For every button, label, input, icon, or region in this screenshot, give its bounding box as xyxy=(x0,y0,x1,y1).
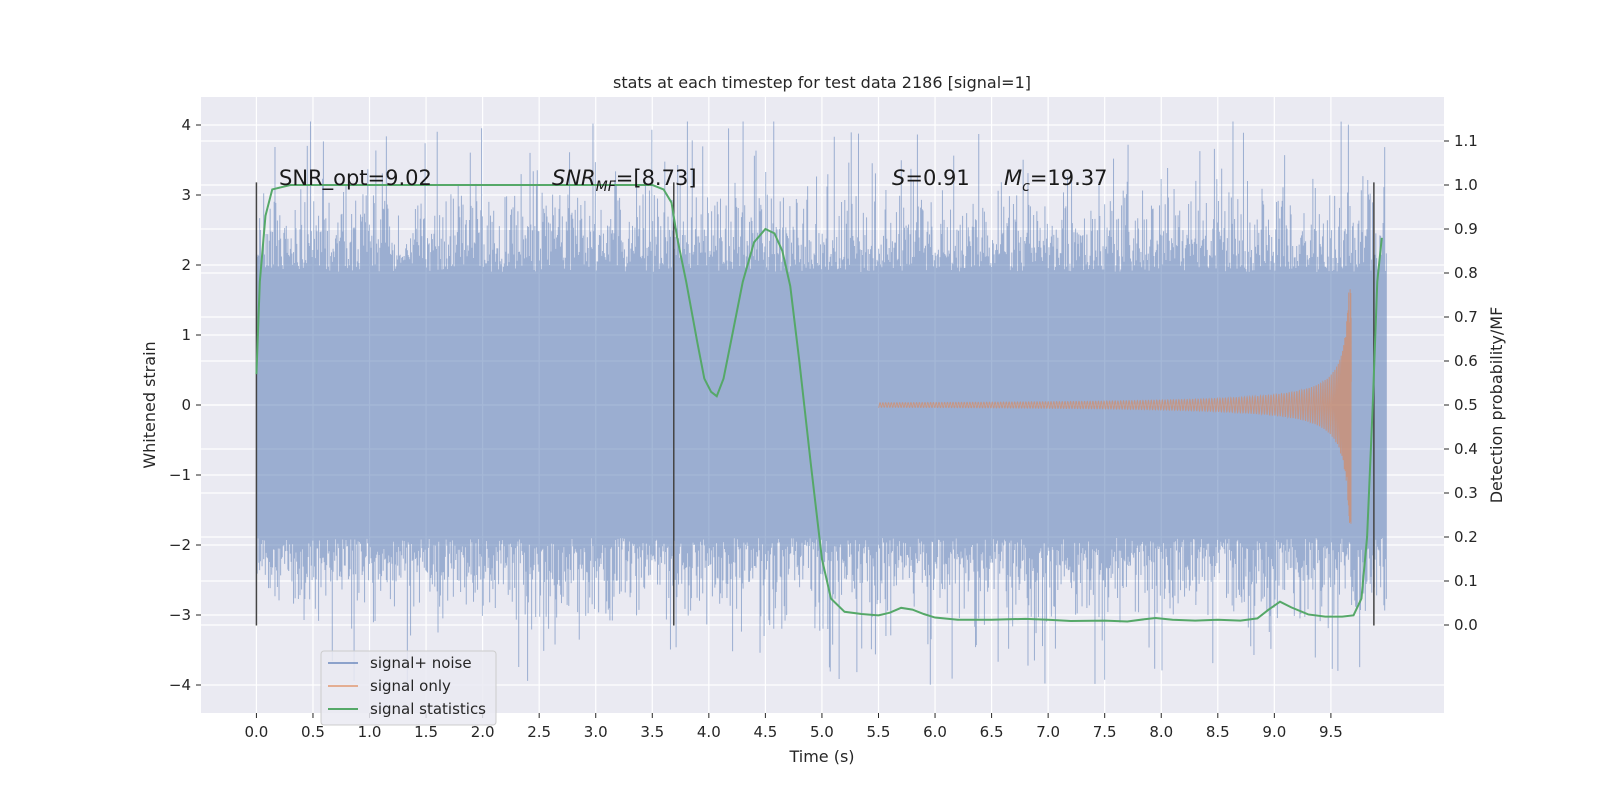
y2-tick-label: 0.6 xyxy=(1454,352,1478,370)
chart-title: stats at each timestep for test data 218… xyxy=(613,73,1031,92)
annotation-mc-main: M xyxy=(1004,166,1022,190)
annotation-s-value: =0.91 xyxy=(905,166,969,190)
legend: signal+ noise signal only signal statist… xyxy=(320,650,497,726)
x-tick-label: 8.0 xyxy=(1149,723,1173,741)
y2-tick-label: 0.3 xyxy=(1454,484,1478,502)
y2-tick-label: 1.0 xyxy=(1454,176,1478,194)
y-axis-left-ticks: 4 3 2 1 0 −1 −2 −3 −4 xyxy=(169,116,201,694)
y2-tick-label: 0.9 xyxy=(1454,220,1478,238)
y-axis-right-label: Detection probability/MF xyxy=(1487,307,1506,504)
x-tick-label: 0.5 xyxy=(301,723,325,741)
y2-tick-label: 1.1 xyxy=(1454,132,1478,150)
x-tick-label: 4.0 xyxy=(697,723,721,741)
vertical-markers xyxy=(255,182,1375,626)
legend-label-signal-noise: signal+ noise xyxy=(370,654,472,672)
y-axis-right-ticks: 1.1 1.0 0.9 0.8 0.7 0.6 0.5 0.4 0.3 0.2 0.1 0.0 xyxy=(1444,132,1478,634)
x-tick-label: 6.5 xyxy=(980,723,1004,741)
y-tick-label: 2 xyxy=(181,256,191,274)
x-tick-label: 8.5 xyxy=(1206,723,1230,741)
x-tick-label: 9.0 xyxy=(1262,723,1286,741)
y-tick-label: 3 xyxy=(181,186,191,204)
x-tick-label: 1.0 xyxy=(358,723,382,741)
y-tick-label: 1 xyxy=(181,326,191,344)
y2-tick-label: 0.4 xyxy=(1454,440,1478,458)
legend-label-signal-only: signal only xyxy=(370,677,451,695)
x-tick-label: 4.5 xyxy=(753,723,777,741)
x-tick-label: 7.0 xyxy=(1036,723,1060,741)
annotation-mc-value: =19.37 xyxy=(1030,166,1108,190)
annotation-snr-mf: SNRMF=[8.73] xyxy=(552,166,697,195)
annotation-snr-mf-value: =[8.73] xyxy=(616,166,697,190)
x-tick-label: 6.0 xyxy=(923,723,947,741)
series-signal-statistics xyxy=(255,184,1383,623)
x-axis-label: Time (s) xyxy=(788,747,854,766)
y-tick-label: −4 xyxy=(169,676,191,694)
x-tick-label: 9.5 xyxy=(1319,723,1343,741)
legend-box xyxy=(320,650,497,726)
x-tick-label: 3.0 xyxy=(584,723,608,741)
y-tick-label: 0 xyxy=(181,396,191,414)
annotation-snr-opt: SNR_opt=9.02 xyxy=(279,166,432,191)
x-tick-label: 5.5 xyxy=(867,723,891,741)
x-tick-label: 1.5 xyxy=(414,723,438,741)
x-tick-label: 2.5 xyxy=(527,723,551,741)
annotation-mc: Mc=19.37 xyxy=(1004,166,1108,195)
x-tick-label: 5.0 xyxy=(810,723,834,741)
y-tick-label: −3 xyxy=(169,606,191,624)
x-tick-label: 0.0 xyxy=(244,723,268,741)
y2-tick-label: 0.7 xyxy=(1454,308,1478,326)
x-tick-label: 7.5 xyxy=(1093,723,1117,741)
y-axis-left-label: Whitened strain xyxy=(140,341,159,468)
y2-tick-label: 0.8 xyxy=(1454,264,1478,282)
x-tick-label: 3.5 xyxy=(640,723,664,741)
y-tick-label: −2 xyxy=(169,536,191,554)
annotation-mc-sub: c xyxy=(1022,179,1030,195)
annotation-snr-mf-main: SNR xyxy=(552,166,596,190)
annotation-s-main: S xyxy=(892,166,905,190)
series-layer xyxy=(255,121,1387,685)
y2-tick-label: 0.5 xyxy=(1454,396,1478,414)
annotation-s: S=0.91 xyxy=(892,166,970,190)
y2-tick-label: 0.1 xyxy=(1454,572,1478,590)
series-signal-only xyxy=(878,289,1352,524)
y-tick-label: −1 xyxy=(169,466,191,484)
y2-tick-label: 0.0 xyxy=(1454,616,1478,634)
y2-tick-label: 0.2 xyxy=(1454,528,1478,546)
x-axis-ticks: 0.0 0.5 1.0 1.5 2.0 2.5 3.0 3.5 4.0 4.5 5.0 5.5 6.0 6… xyxy=(244,713,1343,741)
x-tick-label: 2.0 xyxy=(471,723,495,741)
y-tick-label: 4 xyxy=(181,116,191,134)
annotation-snr-mf-sub: MF xyxy=(596,179,617,195)
legend-label-signal-statistics: signal statistics xyxy=(370,700,486,718)
